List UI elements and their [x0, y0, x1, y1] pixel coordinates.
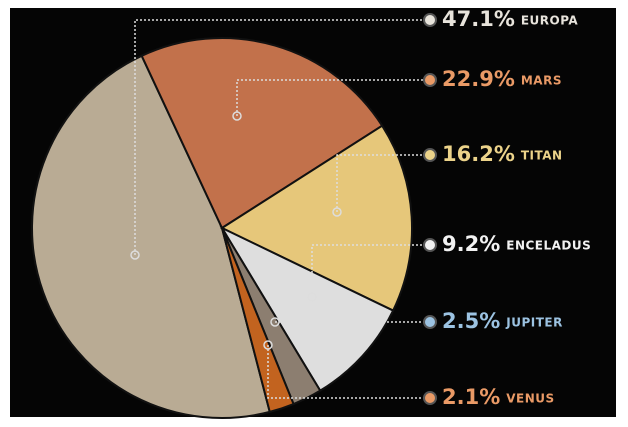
- category-label: MARS: [521, 74, 562, 88]
- category-label: TITAN: [521, 149, 563, 163]
- pie-slice: [219, 124, 413, 312]
- value-label: 47.1%: [442, 7, 515, 31]
- category-label: EUROPA: [521, 14, 579, 28]
- leader-line: [267, 345, 430, 399]
- pie-slice: [31, 54, 271, 419]
- value-label: 16.2%: [442, 142, 515, 166]
- category-label: ENCELADUS: [506, 239, 591, 253]
- leader-line: [336, 154, 430, 212]
- category-label: JUPITER: [505, 316, 563, 330]
- leader-line: [311, 244, 430, 297]
- leader-dot: [332, 207, 342, 217]
- value-label: 2.5%: [442, 309, 500, 333]
- value-label: 2.1%: [442, 385, 500, 409]
- category-label: VENUS: [506, 392, 554, 406]
- label-dot: [423, 238, 437, 252]
- label-dot: [423, 73, 437, 87]
- pie-slice: [140, 37, 384, 230]
- value-label: 9.2%: [442, 232, 500, 256]
- leader-dot: [263, 340, 273, 350]
- leader-dot: [307, 292, 317, 302]
- label-dot: [423, 391, 437, 405]
- value-label: 22.9%: [442, 67, 515, 91]
- leader-dot: [270, 317, 280, 327]
- pie-slice: [219, 225, 395, 393]
- label-dot: [423, 13, 437, 27]
- label-dot: [423, 315, 437, 329]
- pie-slice: [221, 227, 295, 414]
- leader-dot: [130, 250, 140, 260]
- leader-line: [236, 79, 430, 116]
- leader-dot: [232, 111, 242, 121]
- label-dot: [423, 148, 437, 162]
